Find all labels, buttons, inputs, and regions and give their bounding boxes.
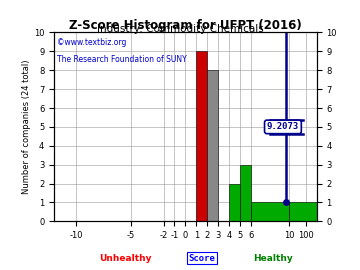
- Bar: [289, 202, 317, 221]
- Bar: [251, 202, 289, 221]
- Text: Unhealthy: Unhealthy: [99, 254, 152, 262]
- Text: 9.2073: 9.2073: [267, 122, 299, 131]
- Bar: [196, 51, 207, 221]
- Bar: [207, 70, 218, 221]
- Bar: [240, 165, 251, 221]
- Bar: [229, 184, 240, 221]
- Text: Industry: Commodity Chemicals: Industry: Commodity Chemicals: [96, 24, 264, 34]
- Y-axis label: Number of companies (24 total): Number of companies (24 total): [22, 60, 31, 194]
- Title: Z-Score Histogram for UFPT (2016): Z-Score Histogram for UFPT (2016): [69, 19, 302, 32]
- Text: Score: Score: [188, 254, 215, 262]
- Text: Healthy: Healthy: [253, 254, 293, 262]
- Text: The Research Foundation of SUNY: The Research Foundation of SUNY: [57, 55, 186, 64]
- Text: ©www.textbiz.org: ©www.textbiz.org: [57, 38, 126, 47]
